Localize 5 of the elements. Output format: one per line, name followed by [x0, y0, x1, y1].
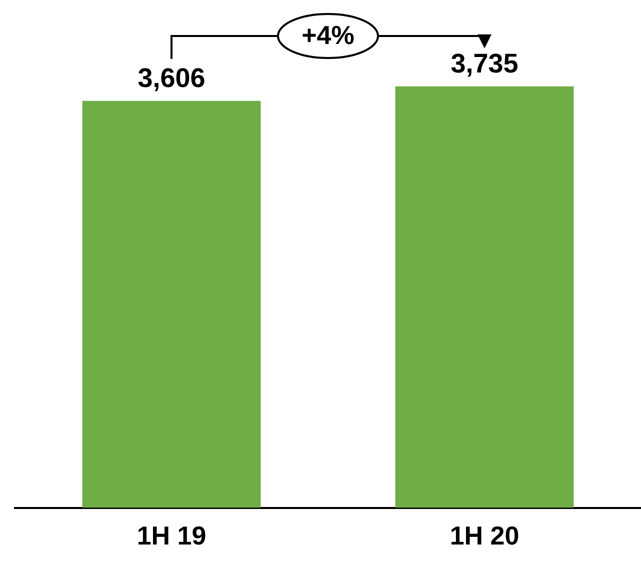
- data-label: 3,606: [138, 62, 206, 93]
- text: +4%: [302, 20, 354, 50]
- x-tick-label: 1H 20: [450, 520, 520, 551]
- data-label: 3,735: [450, 48, 518, 78]
- x-tick-label: 1H 19: [136, 520, 206, 551]
